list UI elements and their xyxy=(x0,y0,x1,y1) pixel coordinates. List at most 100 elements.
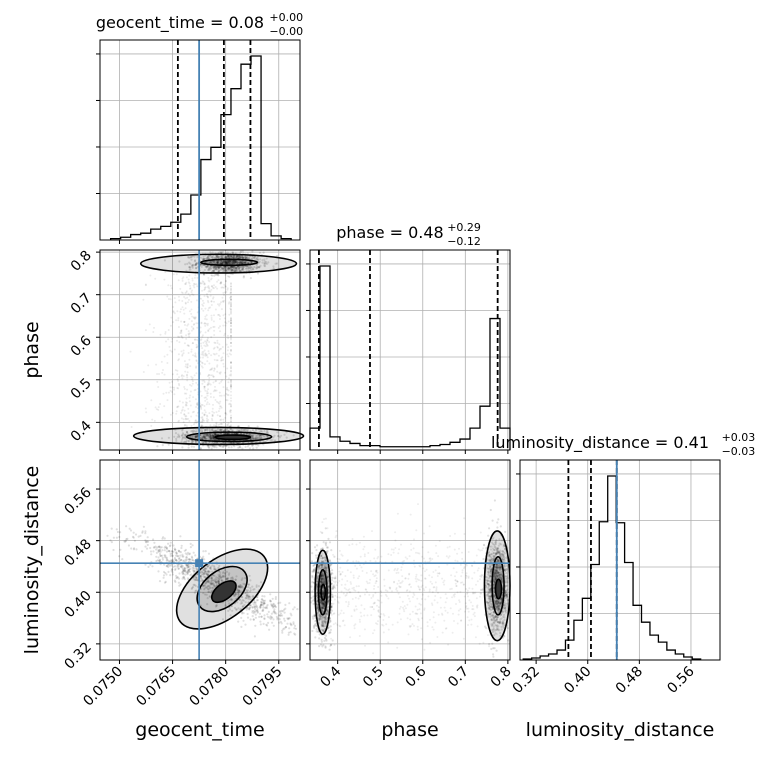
sample-point xyxy=(188,420,191,422)
sample-point xyxy=(237,256,241,259)
sample-point xyxy=(230,350,232,353)
sample-point xyxy=(331,569,334,572)
sample-point xyxy=(192,551,195,554)
sample-point xyxy=(191,380,194,383)
sample-point xyxy=(236,260,239,263)
sample-point xyxy=(230,255,234,258)
sample-point xyxy=(210,417,213,420)
sample-point xyxy=(225,261,228,264)
sample-point xyxy=(228,265,231,268)
sample-point xyxy=(150,399,153,402)
sample-point xyxy=(230,266,233,269)
sample-point xyxy=(217,313,220,316)
sample-point xyxy=(208,280,211,283)
sample-point xyxy=(241,250,244,253)
sample-point xyxy=(184,370,187,373)
sample-point xyxy=(231,251,234,254)
sample-point xyxy=(220,359,223,362)
sample-point xyxy=(169,324,172,327)
sample-point xyxy=(243,255,246,258)
sample-point xyxy=(216,260,219,264)
sample-point xyxy=(184,417,187,420)
sample-point xyxy=(235,255,238,258)
sample-point xyxy=(229,254,232,257)
sample-point xyxy=(264,262,267,265)
sample-point xyxy=(192,396,195,399)
sample-point xyxy=(225,260,228,263)
sample-point xyxy=(230,386,232,389)
sample-point xyxy=(251,615,254,618)
sample-point xyxy=(212,396,215,399)
sample-point xyxy=(188,282,191,285)
sample-point xyxy=(219,405,221,408)
sample-point xyxy=(210,300,213,303)
sample-point xyxy=(234,260,237,263)
sample-point xyxy=(203,405,206,407)
sample-point xyxy=(216,280,219,283)
sample-point xyxy=(220,262,223,265)
sample-point xyxy=(212,266,215,269)
sample-point xyxy=(262,599,265,602)
sample-point xyxy=(245,267,248,270)
sample-point xyxy=(208,268,211,271)
sample-point xyxy=(166,362,169,364)
sample-point xyxy=(238,266,241,270)
sample-point xyxy=(220,301,222,304)
sample-point xyxy=(220,260,223,264)
sample-point xyxy=(184,302,187,305)
sample-point xyxy=(181,300,184,302)
sample-point xyxy=(174,301,177,304)
sample-point xyxy=(206,394,209,397)
sample-point xyxy=(230,319,232,322)
sample-point xyxy=(191,264,194,267)
sample-point xyxy=(237,266,241,269)
sample-point xyxy=(256,272,260,275)
sample-point xyxy=(230,291,232,294)
sample-point xyxy=(179,310,182,313)
sample-point xyxy=(232,262,235,265)
sample-point xyxy=(161,549,164,552)
sample-point xyxy=(192,342,194,345)
sample-point xyxy=(144,545,147,548)
sample-point xyxy=(140,550,144,553)
sample-point xyxy=(166,559,169,562)
sample-point xyxy=(230,341,232,344)
sample-point xyxy=(189,287,192,290)
sample-point xyxy=(191,556,194,560)
sample-point xyxy=(169,413,172,416)
sample-point xyxy=(206,401,209,404)
sample-point xyxy=(216,260,219,263)
sample-point xyxy=(201,362,204,365)
sample-point xyxy=(189,390,192,393)
sample-point xyxy=(181,354,184,357)
sample-point xyxy=(217,266,220,269)
sample-point xyxy=(233,269,237,273)
sample-point xyxy=(133,539,136,542)
sample-point xyxy=(221,262,224,265)
sample-point xyxy=(186,366,189,369)
sample-point xyxy=(282,628,285,631)
sample-point xyxy=(208,261,211,264)
sample-point xyxy=(232,270,236,273)
sample-point xyxy=(188,317,191,320)
sample-point xyxy=(186,573,189,576)
sample-point xyxy=(214,273,217,276)
sample-point xyxy=(205,265,208,268)
sample-point xyxy=(199,330,202,333)
sample-point xyxy=(230,265,233,269)
sample-point xyxy=(158,549,161,552)
sample-point xyxy=(240,261,243,264)
sample-point xyxy=(200,321,203,324)
sample-point xyxy=(222,352,225,355)
sample-point xyxy=(169,349,172,352)
sample-point xyxy=(183,342,186,345)
sample-point xyxy=(218,391,221,394)
sample-point xyxy=(203,419,205,422)
sample-point xyxy=(201,257,204,260)
sample-point xyxy=(267,261,270,264)
sample-point xyxy=(149,563,152,566)
sample-point xyxy=(230,261,233,264)
sample-point xyxy=(171,373,174,376)
sample-point xyxy=(215,359,218,362)
